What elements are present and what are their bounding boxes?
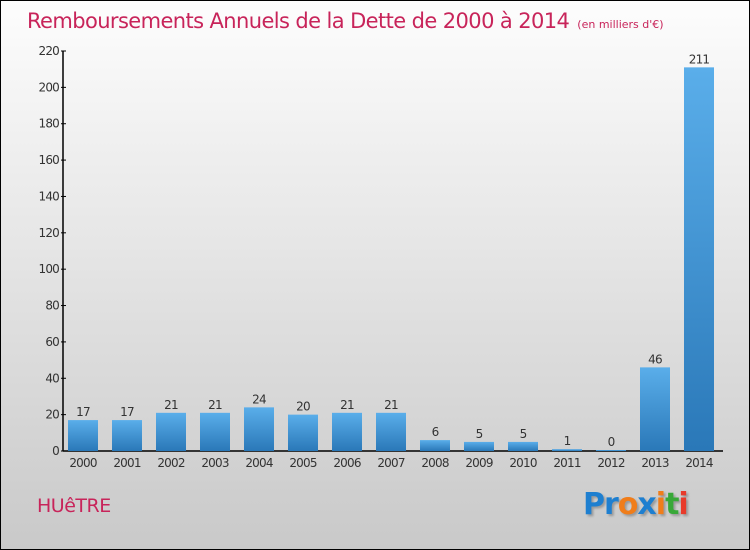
bar-2005 [288, 414, 318, 451]
logo-letter: P [583, 487, 605, 522]
data-label-2014: 211 [689, 52, 710, 66]
x-tick-label: 2001 [113, 456, 141, 470]
data-label-2001: 17 [120, 405, 134, 419]
bar-2008 [420, 440, 450, 451]
x-tick-label: 2009 [465, 456, 493, 470]
bar-2014 [684, 67, 714, 451]
x-tick-label: 2000 [69, 456, 97, 470]
y-tick-label: 120 [38, 226, 59, 240]
chart-title: Remboursements Annuels de la Dette de 20… [27, 9, 664, 33]
chart-subtitle: (en milliers d'€) [577, 18, 664, 31]
bar-2000 [68, 420, 98, 451]
data-label-2013: 46 [648, 352, 662, 366]
data-label-2005: 20 [296, 400, 310, 414]
y-tick-label: 60 [45, 335, 59, 349]
y-tick-label: 220 [38, 44, 59, 58]
y-tick-label: 20 [45, 408, 59, 422]
data-label-2003: 21 [208, 398, 222, 412]
y-tick-label: 180 [38, 117, 59, 131]
x-tick-label: 2014 [685, 456, 713, 470]
bar-2001 [112, 420, 142, 451]
y-tick-label: 160 [38, 153, 59, 167]
logo-letter: i [655, 487, 666, 522]
logo-letter: x [637, 487, 656, 522]
data-label-2000: 17 [76, 405, 90, 419]
title-text: Remboursements Annuels de la Dette de 20… [27, 9, 570, 33]
data-label-2011: 1 [564, 434, 571, 448]
data-label-2004: 24 [252, 392, 266, 406]
x-tick-label: 2012 [597, 456, 625, 470]
data-label-2002: 21 [164, 398, 178, 412]
logo-letter: t [665, 487, 679, 522]
bar-2002 [156, 412, 186, 451]
logo-letter: r [604, 487, 619, 522]
bar-2004 [244, 407, 274, 451]
data-label-2007: 21 [384, 398, 398, 412]
proxiti-logo: Proxiti [583, 487, 689, 522]
data-label-2008: 6 [432, 425, 439, 439]
x-tick-label: 2011 [553, 456, 581, 470]
data-label-2010: 5 [520, 427, 527, 441]
y-tick-label: 200 [38, 80, 59, 94]
x-tick-label: 2010 [509, 456, 537, 470]
bar-2006 [332, 412, 362, 451]
y-tick-label: 0 [52, 444, 59, 458]
data-label-2009: 5 [476, 427, 483, 441]
logo-letter: o [617, 487, 639, 522]
data-label-2012: 0 [608, 435, 615, 449]
bar-2010 [508, 441, 538, 451]
town-name: HUêTRE [37, 495, 111, 517]
y-tick-label: 40 [45, 371, 59, 385]
bar-2009 [464, 441, 494, 451]
x-tick-label: 2007 [377, 456, 405, 470]
bar-2013 [640, 367, 670, 451]
x-tick-label: 2003 [201, 456, 229, 470]
y-tick-label: 80 [45, 299, 59, 313]
x-tick-label: 2002 [157, 456, 185, 470]
y-tick-label: 100 [38, 262, 59, 276]
bar-2012 [596, 450, 626, 451]
bar-2003 [200, 412, 230, 451]
bar-2007 [376, 412, 406, 451]
data-label-2006: 21 [340, 398, 354, 412]
x-tick-label: 2013 [641, 456, 669, 470]
x-tick-label: 2008 [421, 456, 449, 470]
x-tick-label: 2006 [333, 456, 361, 470]
y-tick-label: 140 [38, 189, 59, 203]
x-tick-label: 2005 [289, 456, 317, 470]
x-tick-label: 2004 [245, 456, 273, 470]
logo-letter: i [678, 487, 688, 522]
bar-2011 [552, 449, 582, 451]
